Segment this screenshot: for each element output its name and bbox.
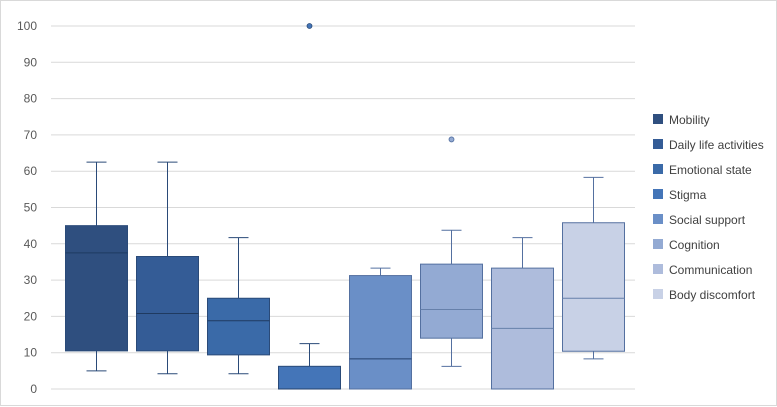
legend-swatch [653, 164, 663, 174]
box-daily-life-activities [136, 256, 199, 352]
legend-label: Body discomfort [669, 288, 756, 302]
y-tick-label: 0 [30, 382, 37, 396]
legend-swatch [653, 189, 663, 199]
y-tick-label: 10 [24, 346, 38, 360]
legend-swatch [653, 264, 663, 274]
box-body-discomfort [562, 222, 625, 352]
box-mobility [65, 225, 128, 352]
y-tick-label: 100 [17, 19, 37, 33]
legend-swatch [653, 114, 663, 124]
box-social-support [349, 275, 412, 390]
legend-swatch [653, 214, 663, 224]
legend-label: Stigma [669, 188, 707, 202]
y-tick-label: 70 [24, 128, 38, 142]
legend-swatch [653, 139, 663, 149]
y-tick-label: 90 [24, 55, 38, 69]
y-tick-label: 80 [24, 92, 38, 106]
box-emotional-state [207, 297, 270, 356]
y-tick-label: 30 [24, 273, 38, 287]
box-stigma [278, 365, 341, 390]
outlier-point [448, 136, 455, 143]
legend-label: Social support [669, 213, 746, 227]
box-cognition [420, 263, 483, 339]
legend-label: Daily life activities [669, 138, 764, 152]
legend-swatch [653, 289, 663, 299]
y-tick-label: 20 [24, 309, 38, 323]
legend-label: Mobility [669, 113, 710, 127]
y-tick-label: 50 [24, 201, 38, 215]
legend-label: Communication [669, 263, 752, 277]
y-tick-label: 60 [24, 164, 38, 178]
legend-swatch [653, 239, 663, 249]
y-tick-label: 40 [24, 237, 38, 251]
outlier-point [306, 23, 313, 29]
legend-label: Emotional state [669, 163, 752, 177]
legend-label: Cognition [669, 238, 720, 252]
